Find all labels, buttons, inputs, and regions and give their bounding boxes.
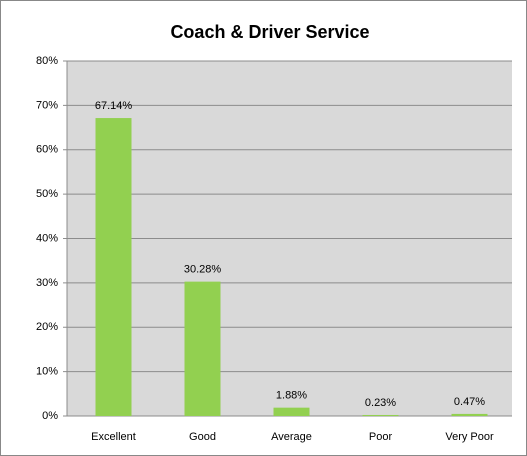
bar bbox=[273, 407, 310, 416]
bar bbox=[362, 414, 399, 416]
y-tick-label: 30% bbox=[36, 277, 58, 289]
chart-title: Coach & Driver Service bbox=[170, 22, 369, 42]
x-tick-label: Excellent bbox=[91, 431, 136, 443]
bar bbox=[95, 118, 132, 416]
bar bbox=[451, 413, 488, 416]
y-tick-label: 40% bbox=[36, 232, 58, 244]
data-label: 30.28% bbox=[184, 264, 222, 276]
y-tick-label: 50% bbox=[36, 188, 58, 200]
bar bbox=[184, 281, 221, 416]
x-tick-label: Very Poor bbox=[445, 431, 494, 443]
data-label: 67.14% bbox=[95, 100, 133, 112]
y-tick-label: 10% bbox=[36, 366, 58, 378]
x-tick-label: Good bbox=[189, 431, 216, 443]
data-label: 0.23% bbox=[365, 397, 396, 409]
y-tick-label: 60% bbox=[36, 144, 58, 156]
y-tick-label: 80% bbox=[36, 55, 58, 67]
y-tick-label: 70% bbox=[36, 99, 58, 111]
data-label: 0.47% bbox=[454, 396, 485, 408]
y-tick-label: 0% bbox=[42, 410, 58, 422]
data-label: 1.88% bbox=[276, 390, 307, 402]
x-tick-label: Poor bbox=[369, 431, 393, 443]
y-tick-label: 20% bbox=[36, 321, 58, 333]
x-tick-label: Average bbox=[271, 431, 312, 443]
